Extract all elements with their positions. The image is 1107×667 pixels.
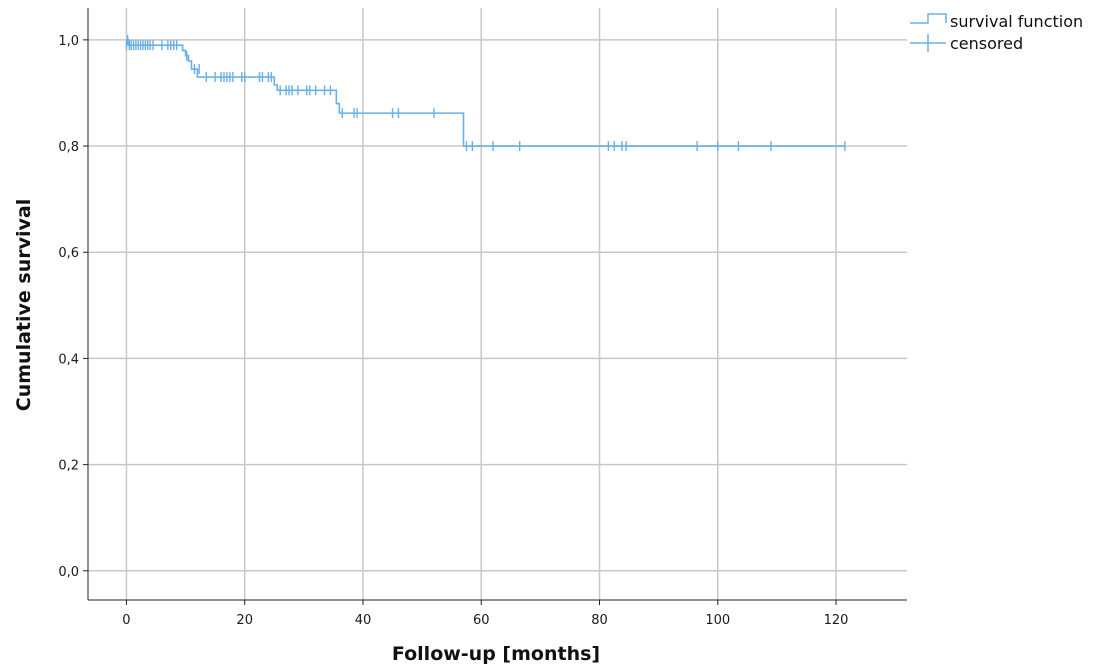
- y-tick-label: 0,0: [58, 565, 79, 580]
- x-tick-label: 100: [705, 613, 730, 628]
- x-tick-label: 120: [824, 613, 849, 628]
- legend-survival-symbol: [910, 13, 947, 24]
- survival-function-line: [126, 39, 845, 147]
- y-tick-label: 0,4: [58, 352, 79, 367]
- y-tick-label: 0,6: [58, 246, 79, 261]
- axis-layer: 0 20 40 60 80 100 120 0,0 0,2 0,4 0,6 0,8 1,0: [58, 8, 907, 628]
- x-tick-label: 40: [355, 613, 372, 628]
- x-tick-label: 0: [122, 613, 130, 628]
- series-layer: [125, 34, 846, 152]
- y-tick-label: 1,0: [58, 34, 79, 49]
- y-tick-label: 0,8: [58, 140, 79, 155]
- legend-survival-label: survival function: [950, 12, 1083, 31]
- grid-layer: [88, 8, 907, 600]
- y-tick-label: 0,2: [58, 459, 79, 474]
- x-tick-label: 60: [473, 613, 490, 628]
- x-tick-label: 20: [236, 613, 253, 628]
- y-axis-title: Cumulative survival: [13, 199, 35, 411]
- x-tick-label: 80: [591, 613, 608, 628]
- legend-censored-label: censored: [950, 34, 1023, 53]
- x-axis-title: Follow-up [months]: [392, 643, 600, 665]
- legend: survival function censored: [910, 12, 1083, 53]
